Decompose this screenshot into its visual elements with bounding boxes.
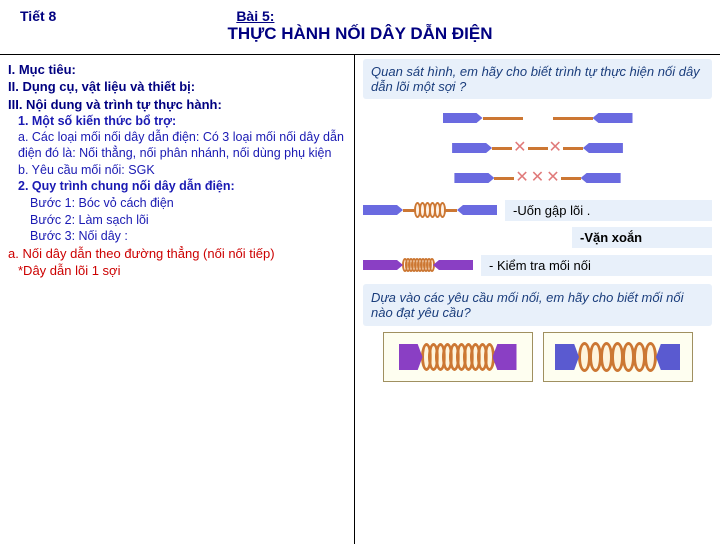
heading-2: II. Dụng cụ, vật liệu và thiết bị: <box>8 79 346 95</box>
wire-copper-core <box>483 117 523 120</box>
sub-2: 2. Quy trình chung nối dây dẫn điện: <box>8 179 346 195</box>
wire-copper-core <box>494 177 514 180</box>
sub-2a: a. Nối dây dẫn theo đường thẳng (nối nối… <box>8 246 346 262</box>
question-box-2: Dựa vào các yêu cầu mối nối, em hãy cho … <box>363 284 712 326</box>
sub-1b: b. Yêu cầu mối nối: SGK <box>8 163 346 179</box>
wire-copper-core <box>528 147 548 150</box>
wire-insulation-right <box>457 205 497 215</box>
wire-insulation-left <box>454 173 494 183</box>
annotation-step-2: -Vặn xoắn <box>572 227 712 248</box>
joint-sample-2 <box>543 332 693 382</box>
wire-copper-core <box>563 147 583 150</box>
cross-icon: ✕ <box>514 173 529 183</box>
heading-1: I. Mục tiêu: <box>8 62 346 78</box>
sub-2a-note: *Dây dẫn lõi 1 sợi <box>8 263 346 279</box>
joint-comparison <box>363 332 712 382</box>
wire-insulation-left <box>363 260 403 270</box>
cross-icon: ✕ <box>530 173 545 183</box>
sub-1: 1. Một số kiến thức bổ trợ: <box>8 114 346 130</box>
header: Tiết 8 Bài 5: THỰC HÀNH NỐI DÂY DẪN ĐIỆN <box>0 0 720 54</box>
wire-insulation-right <box>583 143 623 153</box>
unit-number: Bài 5: <box>236 8 274 24</box>
joint-end-left <box>399 344 423 370</box>
step-b2: Bước 2: Làm sạch lõi <box>8 213 346 229</box>
joint-coil <box>423 343 493 371</box>
joint-end-right <box>656 344 680 370</box>
cross-icon: ✕ <box>545 173 560 183</box>
wire-copper-core <box>492 147 512 150</box>
page-title: THỰC HÀNH NỐI DÂY DẪN ĐIỆN <box>20 24 700 50</box>
wire-insulation-right <box>581 173 621 183</box>
question-box-1: Quan sát hình, em hãy cho biết trình tự … <box>363 59 712 99</box>
wire-insulation-right <box>433 260 473 270</box>
wire-insulation-left <box>363 205 403 215</box>
joint-end-right <box>493 344 517 370</box>
right-column: Quan sát hình, em hãy cho biết trình tự … <box>355 55 720 544</box>
heading-3: III. Nội dung và trình tự thực hành: <box>8 97 346 113</box>
wire-insulation-left <box>452 143 492 153</box>
annotation-step-3: - Kiểm tra mối nối <box>481 255 712 276</box>
wire-coil <box>403 256 433 274</box>
step-b3: Bước 3: Nối dây : <box>8 229 346 245</box>
wire-insulation-right <box>593 113 633 123</box>
cross-icon: ✕ <box>548 143 563 153</box>
wire-diagram-3: ✕ ✕ ✕ <box>363 165 712 191</box>
header-row: Tiết 8 Bài 5: <box>20 8 700 24</box>
joint-sample-1 <box>383 332 533 382</box>
cross-icon: ✕ <box>512 143 527 153</box>
left-column: I. Mục tiêu: II. Dụng cụ, vật liệu và th… <box>0 55 355 544</box>
wire-diagram-4 <box>363 197 497 223</box>
wire-coil <box>415 201 445 219</box>
main-content: I. Mục tiêu: II. Dụng cụ, vật liệu và th… <box>0 54 720 544</box>
wire-diagram-1 <box>363 105 712 131</box>
step-b1: Bước 1: Bóc vỏ cách điện <box>8 196 346 212</box>
wire-insulation-left <box>443 113 483 123</box>
wire-diagram-2: ✕ ✕ <box>363 135 712 161</box>
lesson-number: Tiết 8 <box>20 8 56 24</box>
joint-coil <box>579 342 656 372</box>
annotation-step-1: -Uốn gập lõi . <box>505 200 712 221</box>
sub-1a: a. Các loại mối nối dây dẫn điện: Có 3 l… <box>8 130 346 161</box>
wire-copper-core <box>445 209 457 212</box>
wire-copper-core <box>561 177 581 180</box>
wire-copper-core <box>553 117 593 120</box>
wire-diagram-5 <box>363 252 473 278</box>
joint-end-left <box>555 344 579 370</box>
